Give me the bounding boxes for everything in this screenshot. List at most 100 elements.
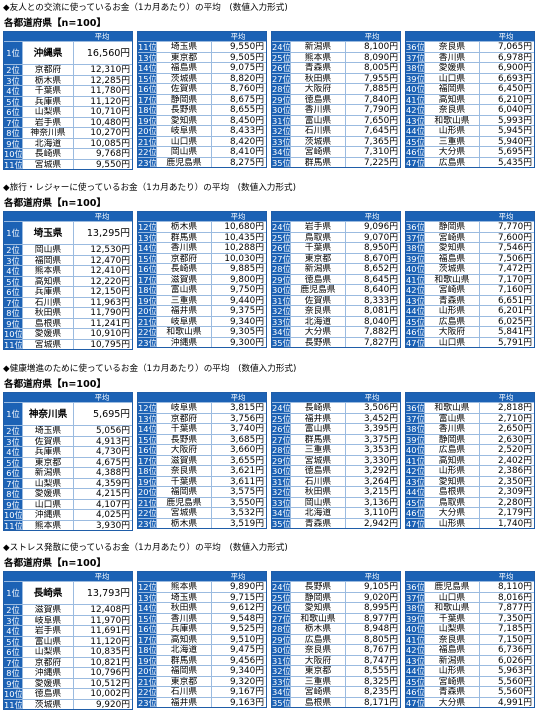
prefecture-cell: 佐賀県 xyxy=(290,295,346,305)
rank-cell: 4位 xyxy=(4,626,22,636)
table-row: 24位 長崎県 3,506円 xyxy=(272,402,400,413)
table-row: 27位 群馬県 3,375円 xyxy=(272,433,400,444)
prefecture-cell: 高知県 xyxy=(22,276,74,286)
rank-cell: 21位 xyxy=(138,676,157,687)
table-row: 9位 北海道 10,085円 xyxy=(4,137,132,148)
rank-cell: 44位 xyxy=(406,126,425,136)
prefecture-cell: 青森県 xyxy=(424,295,480,305)
value-cell: 9,768円 xyxy=(96,149,130,159)
prefecture-cell: 宮崎県 xyxy=(424,676,480,686)
table-row: 17位 高知県 9,510円 xyxy=(138,633,266,644)
prefecture-cell: 福岡県 xyxy=(156,487,212,497)
prefecture-cell: 長崎県 xyxy=(22,149,74,159)
rank-cell: 16位 xyxy=(138,264,157,274)
prefecture-cell: 静岡県 xyxy=(424,222,480,232)
prefecture-cell: 埼玉県 xyxy=(156,42,212,52)
value-cell: 9,456円 xyxy=(230,655,264,666)
rank-cell: 4位 xyxy=(4,266,22,276)
table-header: 平均 xyxy=(272,212,400,221)
prefecture-cell: 兵庫県 xyxy=(22,447,74,457)
value-cell: 9,096円 xyxy=(364,222,398,232)
prefecture-cell: 富山県 xyxy=(290,424,346,434)
prefecture-cell: 香川県 xyxy=(424,52,480,62)
table-row: 11位 茨城県 9,920円 xyxy=(4,698,132,709)
ranking-table-col-1: 平均 1位 埼玉県 13,295円 2位 岡山県 12,530円 3位 福岡県 12,470円 4位… xyxy=(3,211,133,350)
table-row: 6位 山梨県 10,835円 xyxy=(4,646,132,657)
prefecture-cell: 大阪府 xyxy=(424,327,480,337)
average-header-label: 平均 xyxy=(94,32,110,41)
table-row: 5位 東京都 4,675円 xyxy=(4,456,132,467)
prefecture-cell: 秋田県 xyxy=(290,73,346,83)
rank-cell: 40位 xyxy=(406,264,425,274)
table-row: 29位 広島県 8,805円 xyxy=(272,633,400,644)
value-cell: 6,026円 xyxy=(498,655,532,666)
prefecture-cell: 長野県 xyxy=(290,337,346,347)
value-cell: 8,767円 xyxy=(364,645,398,655)
value-cell: 6,040円 xyxy=(498,105,532,115)
table-row: 29位 徳島県 7,840円 xyxy=(272,93,400,104)
table-row: 10位 愛媛県 10,910円 xyxy=(4,328,132,339)
section-title: ◆友人との交流に使っているお金（1カ月あたり）の平均 (数値入力形式) xyxy=(3,3,288,13)
rank-cell: 19位 xyxy=(138,295,157,306)
prefecture-cell: 岡山県 xyxy=(290,497,346,507)
prefecture-cell: 三重県 xyxy=(290,676,346,686)
ranking-table-col-3: 平均 24位 長崎県 3,506円 25位 福井県 3,452円 26位 富山県 3,395円 27… xyxy=(271,392,401,529)
prefecture-cell: 鹿児島県 xyxy=(424,582,480,592)
table-row: 28位 栃木県 8,948円 xyxy=(272,623,400,634)
value-cell: 10,710円 xyxy=(90,107,130,117)
prefecture-cell: 兵庫県 xyxy=(22,96,74,106)
rank-cell: 41位 xyxy=(406,274,425,285)
rank-cell: 8位 xyxy=(4,308,22,318)
prefecture-cell: 鹿児島県 xyxy=(156,497,212,507)
rank-cell: 7位 xyxy=(4,297,22,307)
table-row: 33位 北海道 8,040円 xyxy=(272,315,400,326)
prefecture-cell: 静岡県 xyxy=(290,592,346,602)
rank-cell: 13位 xyxy=(138,413,157,424)
prefecture-cell: 富山県 xyxy=(424,413,480,423)
rank-cell: 31位 xyxy=(272,115,291,126)
rank-cell: 35位 xyxy=(272,157,291,168)
average-header-label: 平均 xyxy=(498,32,514,41)
ranking-section: ◆健康増進のために使っているお金（1カ月あたり）の平均 (数値入力形式) 各都道府… xyxy=(0,364,536,542)
prefecture-cell: 秋田県 xyxy=(156,603,212,613)
prefecture-cell: 和歌山県 xyxy=(290,613,346,623)
table-row: 32位 奈良県 8,081円 xyxy=(272,305,400,316)
value-cell: 8,090円 xyxy=(364,52,398,63)
table-row: 34位 宮崎県 7,310円 xyxy=(272,146,400,157)
rank-cell: 9位 xyxy=(4,499,22,509)
prefecture-cell: 群馬県 xyxy=(156,655,212,665)
prefecture-cell: 千葉県 xyxy=(290,243,346,253)
table-row: 13位 東京都 9,505円 xyxy=(138,51,266,62)
average-header-label: 平均 xyxy=(94,393,110,402)
value-cell: 8,555円 xyxy=(364,666,398,676)
value-cell: 7,310円 xyxy=(364,147,398,157)
value-cell: 3,621円 xyxy=(230,466,264,476)
prefecture-cell: 奈良県 xyxy=(424,105,480,115)
prefecture-cell: 高知県 xyxy=(424,455,480,465)
prefecture-cell: 愛媛県 xyxy=(424,63,480,73)
value-cell: 5,695円 xyxy=(498,147,532,157)
rank-cell: 28位 xyxy=(272,445,291,455)
value-cell: 5,435円 xyxy=(498,157,532,168)
table-row: 35位 島根県 8,171円 xyxy=(272,696,400,707)
rank-cell: 16位 xyxy=(138,445,157,455)
prefecture-cell: 茨城県 xyxy=(290,136,346,146)
section-subtitle: 各都道府県【n=100】 xyxy=(4,558,107,569)
value-cell: 7,955円 xyxy=(364,73,398,84)
value-cell: 7,546円 xyxy=(498,243,532,253)
value-cell: 6,736円 xyxy=(498,645,532,655)
table-row: 21位 岐阜県 9,340円 xyxy=(138,315,266,326)
value-cell: 10,821円 xyxy=(90,657,130,668)
table-row: 21位 鹿児島県 3,550円 xyxy=(138,496,266,507)
table-row: 18位 長野県 8,655円 xyxy=(138,104,266,115)
rank-cell: 43位 xyxy=(406,115,425,126)
prefecture-cell: 京都府 xyxy=(156,413,212,423)
rank-cell: 36位 xyxy=(406,403,425,413)
prefecture-cell: 香川県 xyxy=(156,613,212,623)
average-header-label: 平均 xyxy=(94,572,110,581)
prefecture-cell: 福井県 xyxy=(156,697,212,707)
average-header-label: 平均 xyxy=(364,572,380,581)
value-cell: 9,612円 xyxy=(230,603,264,613)
table-row: 25位 静岡県 9,020円 xyxy=(272,591,400,602)
value-cell: 3,264円 xyxy=(364,476,398,487)
